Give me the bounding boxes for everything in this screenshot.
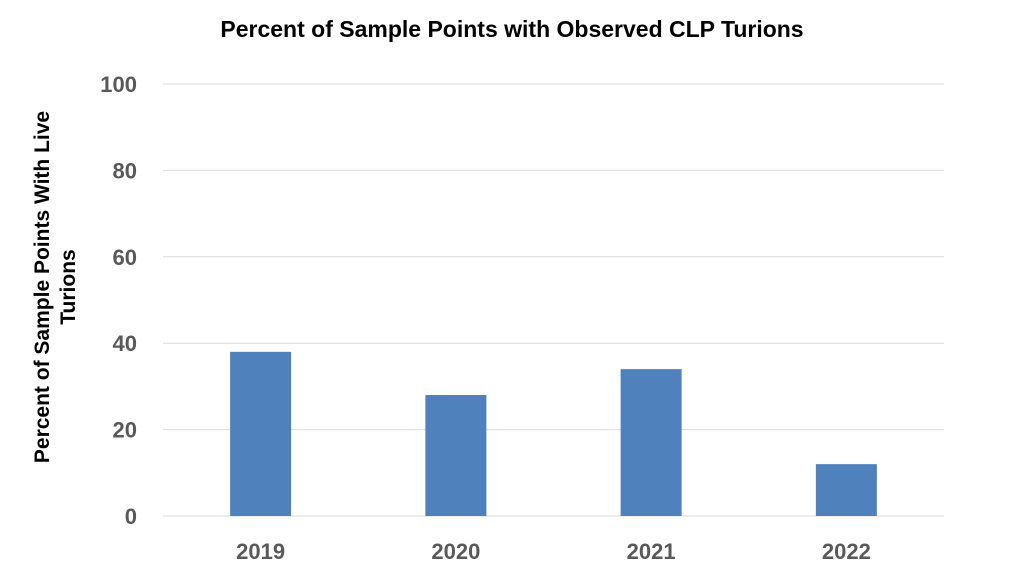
bar-2020 bbox=[425, 395, 487, 516]
y-tick-label-100: 100 bbox=[100, 72, 137, 97]
y-tick-label-40: 40 bbox=[113, 331, 137, 356]
bar-2021 bbox=[620, 369, 682, 516]
y-tick-label-80: 80 bbox=[113, 158, 137, 183]
x-tick-label-2020: 2020 bbox=[431, 539, 480, 564]
bar-2022 bbox=[815, 464, 877, 516]
chart-title: Percent of Sample Points with Observed C… bbox=[220, 16, 804, 42]
x-tick-label-2021: 2021 bbox=[627, 539, 676, 564]
x-tick-label-2019: 2019 bbox=[236, 539, 285, 564]
y-tick-label-20: 20 bbox=[113, 418, 137, 443]
y-tick-label-60: 60 bbox=[113, 245, 137, 270]
x-tick-label-2022: 2022 bbox=[822, 539, 871, 564]
y-tick-label-0: 0 bbox=[125, 504, 137, 529]
bar-2019 bbox=[230, 351, 292, 516]
